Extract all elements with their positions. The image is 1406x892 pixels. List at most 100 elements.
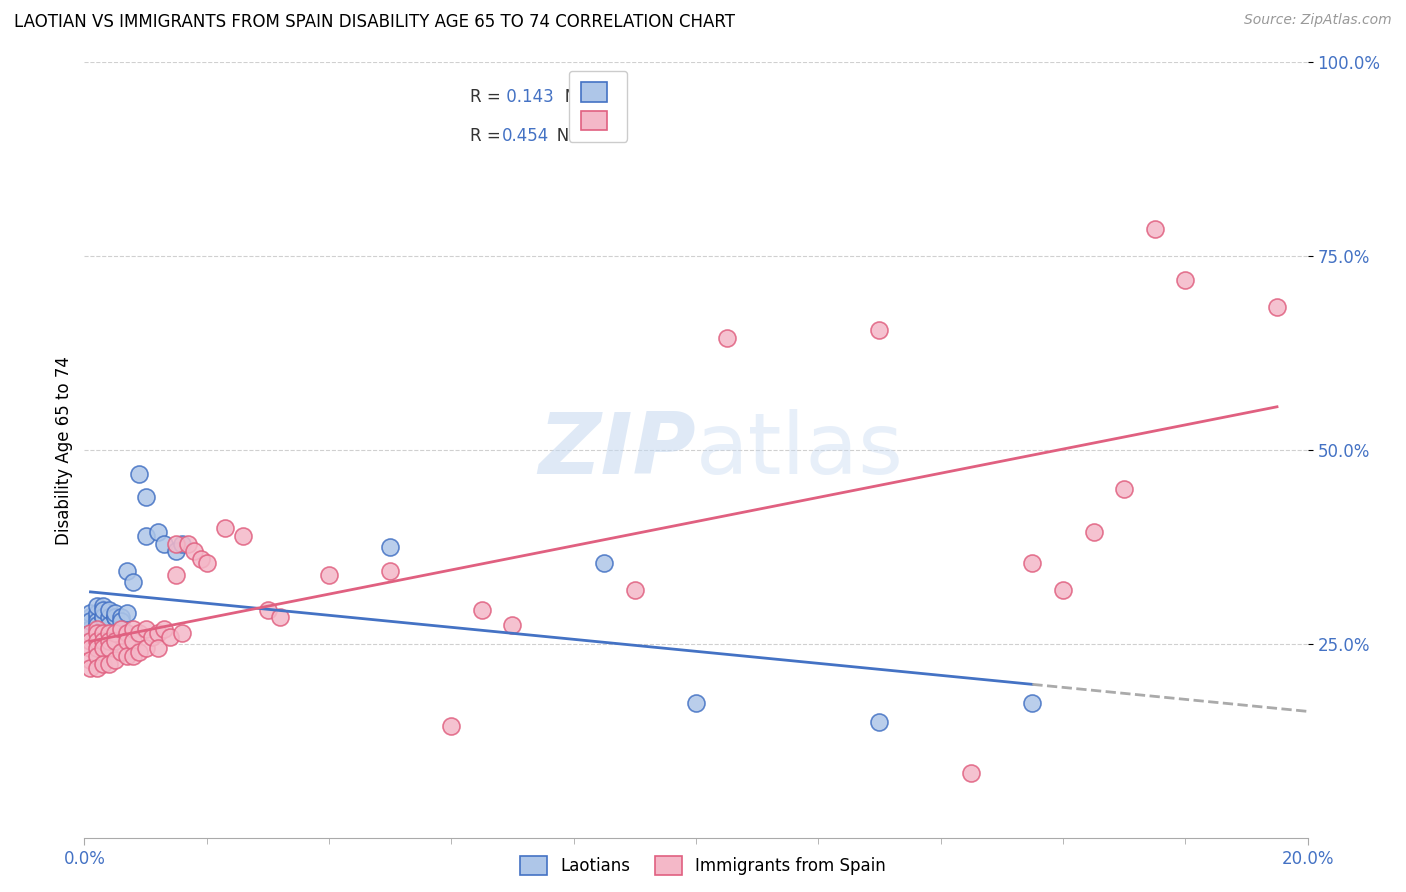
- Point: [110, 614, 132, 628]
- Point: [172, 536, 194, 550]
- Point: [104, 610, 127, 624]
- Point: [471, 602, 494, 616]
- Point: [165, 544, 187, 558]
- Point: [1083, 524, 1105, 539]
- Point: [269, 610, 291, 624]
- Point: [195, 556, 218, 570]
- Text: 38: 38: [605, 88, 626, 106]
- Point: [91, 633, 114, 648]
- Point: [172, 625, 194, 640]
- Point: [135, 490, 157, 504]
- Point: [122, 622, 145, 636]
- Point: [110, 645, 132, 659]
- Point: [440, 719, 463, 733]
- Text: R =: R =: [470, 88, 506, 106]
- Point: [86, 618, 108, 632]
- Point: [110, 610, 132, 624]
- Point: [97, 657, 120, 671]
- Point: [624, 583, 647, 598]
- Text: N =: N =: [550, 88, 602, 106]
- Text: atlas: atlas: [696, 409, 904, 492]
- Point: [97, 641, 120, 656]
- Point: [86, 633, 108, 648]
- Point: [593, 556, 616, 570]
- Text: R =: R =: [470, 128, 506, 145]
- Point: [183, 544, 205, 558]
- Point: [318, 567, 340, 582]
- Point: [141, 630, 163, 644]
- Text: N =: N =: [541, 128, 593, 145]
- Text: ZIP: ZIP: [538, 409, 696, 492]
- Point: [115, 625, 138, 640]
- Point: [79, 653, 101, 667]
- Point: [128, 467, 150, 481]
- Point: [79, 610, 101, 624]
- Point: [153, 622, 176, 636]
- Point: [86, 614, 108, 628]
- Point: [135, 622, 157, 636]
- Point: [1021, 696, 1043, 710]
- Point: [86, 622, 108, 636]
- Point: [159, 630, 181, 644]
- Point: [380, 541, 402, 555]
- Point: [91, 657, 114, 671]
- Point: [91, 599, 114, 613]
- Point: [1143, 222, 1166, 236]
- Point: [86, 649, 108, 664]
- Point: [104, 607, 127, 621]
- Point: [1052, 583, 1074, 598]
- Point: [79, 625, 101, 640]
- Point: [91, 625, 114, 640]
- Point: [115, 607, 138, 621]
- Point: [115, 633, 138, 648]
- Point: [685, 696, 707, 710]
- Point: [869, 715, 891, 730]
- Point: [86, 625, 108, 640]
- Point: [104, 610, 127, 624]
- Point: [97, 602, 120, 616]
- Text: Source: ZipAtlas.com: Source: ZipAtlas.com: [1244, 13, 1392, 28]
- Point: [869, 323, 891, 337]
- Point: [104, 653, 127, 667]
- Point: [104, 633, 127, 648]
- Point: [165, 567, 187, 582]
- Point: [86, 661, 108, 675]
- Point: [86, 610, 108, 624]
- Point: [257, 602, 280, 616]
- Point: [214, 521, 236, 535]
- Point: [91, 610, 114, 624]
- Text: 66: 66: [598, 128, 617, 145]
- Point: [97, 633, 120, 648]
- Point: [110, 622, 132, 636]
- Text: 0.143: 0.143: [502, 88, 554, 106]
- Point: [79, 641, 101, 656]
- Point: [79, 607, 101, 621]
- Point: [86, 618, 108, 632]
- Point: [960, 765, 983, 780]
- Point: [165, 536, 187, 550]
- Point: [190, 552, 212, 566]
- Point: [1265, 300, 1288, 314]
- Point: [146, 524, 169, 539]
- Point: [79, 614, 101, 628]
- Y-axis label: Disability Age 65 to 74: Disability Age 65 to 74: [55, 356, 73, 545]
- Point: [86, 607, 108, 621]
- Point: [79, 622, 101, 636]
- Point: [135, 641, 157, 656]
- Point: [122, 649, 145, 664]
- Point: [122, 633, 145, 648]
- Point: [122, 575, 145, 590]
- Point: [128, 645, 150, 659]
- Point: [502, 618, 524, 632]
- Point: [232, 529, 254, 543]
- Point: [177, 536, 200, 550]
- Legend: , : ,: [569, 70, 627, 142]
- Point: [79, 633, 101, 648]
- Point: [91, 602, 114, 616]
- Point: [91, 610, 114, 624]
- Point: [97, 618, 120, 632]
- Point: [86, 599, 108, 613]
- Point: [153, 536, 176, 550]
- Point: [91, 641, 114, 656]
- Point: [146, 641, 169, 656]
